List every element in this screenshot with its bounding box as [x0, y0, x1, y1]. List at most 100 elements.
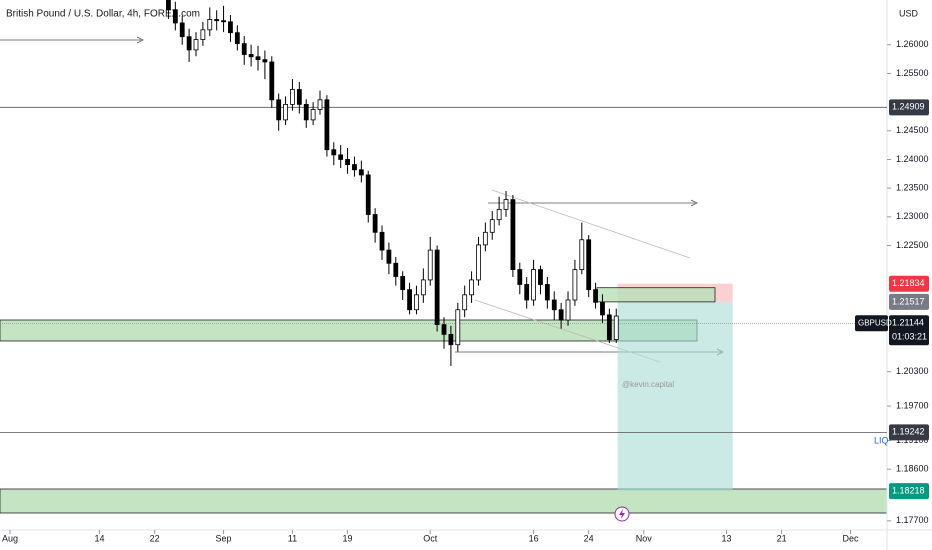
candle-body	[517, 269, 523, 285]
symbol-label: GBPUSD	[858, 318, 892, 327]
line-price-label-bg	[889, 424, 929, 441]
candle-body	[414, 294, 419, 311]
event-icon-bolt	[619, 509, 625, 519]
target-price-label-bg	[889, 483, 929, 500]
candle-body	[565, 299, 571, 321]
candle-body	[386, 249, 392, 264]
candle-body	[248, 54, 254, 58]
demand-zone	[0, 488, 888, 514]
candle-body	[241, 43, 247, 55]
entry-price-label-bg	[889, 293, 929, 310]
currency: USD	[899, 8, 919, 18]
candle-body	[462, 294, 468, 311]
candle-body	[186, 36, 192, 51]
candle-body	[358, 169, 364, 176]
x-tick-label: Aug	[2, 533, 18, 543]
candle-body	[476, 244, 481, 281]
chart-title: British Pound / U.S. Dollar, 4h, FOREX.c…	[6, 9, 200, 20]
y-tick-label: 1.24000	[896, 154, 929, 164]
x-tick-label: Dec	[842, 533, 859, 543]
candle-body	[317, 99, 323, 110]
candle-body	[234, 32, 240, 44]
candle-body	[338, 154, 344, 160]
supply-box	[596, 287, 716, 303]
candle-body	[538, 269, 543, 285]
arrow-head	[136, 36, 144, 44]
trend-line	[491, 189, 691, 259]
annotation: LIQ	[874, 436, 889, 446]
candle-body	[593, 289, 598, 303]
candle-body	[482, 231, 488, 246]
candle-body	[310, 109, 316, 121]
y-tick-label: 1.23000	[896, 211, 929, 221]
x-tick-label: 22	[150, 533, 160, 543]
candle-body	[496, 208, 502, 221]
y-tick-label: 1.26000	[896, 39, 929, 49]
candle-body	[613, 315, 619, 340]
candle-body	[166, 0, 171, 11]
y-tick-label: 1.24500	[896, 125, 929, 135]
candle-body	[365, 174, 371, 215]
candle-body	[372, 214, 378, 233]
arrow-head	[690, 199, 698, 207]
candle-body	[600, 301, 605, 316]
x-tick-label: 24	[584, 533, 594, 543]
candle-body	[503, 199, 509, 210]
candle-body	[558, 309, 564, 321]
y-tick-label: 1.19700	[896, 400, 929, 410]
x-tick-label: 19	[343, 533, 353, 543]
line-price-label: 1.24909	[892, 102, 925, 112]
candle-body	[455, 309, 461, 346]
y-tick-label: 1.17700	[896, 515, 929, 525]
candle-body	[434, 249, 440, 326]
line-price-label-bg	[889, 99, 929, 116]
drawings	[0, 36, 888, 514]
candle-body	[172, 9, 178, 24]
candle-body	[572, 269, 578, 301]
candle-body	[407, 289, 412, 311]
candle-body	[427, 249, 433, 281]
candle-body	[586, 239, 592, 291]
x-tick-label: 21	[777, 533, 787, 543]
y-tick-label: 1.22500	[896, 240, 929, 250]
candle-body	[393, 262, 399, 277]
x-tick-label: Sep	[216, 533, 232, 543]
x-tick-label: 13	[721, 533, 731, 543]
candle-body	[290, 89, 295, 105]
candle-body	[200, 29, 206, 40]
candle-body	[221, 20, 226, 23]
candle-body	[283, 103, 288, 121]
candle-body	[276, 99, 282, 121]
candle-body	[193, 39, 199, 51]
candle-body	[400, 276, 406, 291]
target-zone	[617, 301, 733, 492]
countdown: 01:03:21	[892, 332, 927, 342]
candle-body	[269, 61, 275, 101]
candle-body	[420, 279, 426, 296]
x-tick-label: Oct	[423, 533, 438, 543]
watermark: @kevin.capital	[622, 380, 674, 389]
candle-body	[544, 284, 550, 301]
candle-body	[345, 159, 350, 166]
line-price-label: 1.19242	[892, 427, 925, 437]
stop-price-label: 1.21834	[892, 278, 925, 288]
candle-body	[324, 99, 330, 151]
candle-body	[352, 164, 357, 171]
candle-body	[331, 149, 337, 156]
candle-body	[448, 334, 454, 346]
last-price-label: 1.21144	[892, 318, 924, 328]
candle-body	[262, 59, 268, 63]
candle-body	[179, 22, 185, 38]
candle-body	[489, 219, 495, 233]
y-tick-label: 1.25500	[896, 68, 929, 78]
candle-body	[228, 21, 233, 34]
x-tick-label: 14	[95, 533, 105, 543]
entry-price-label: 1.21517	[892, 296, 925, 306]
candle-body	[214, 19, 220, 22]
candle-body	[255, 56, 261, 61]
candle-body	[207, 19, 213, 31]
y-tick-label: 1.18600	[896, 464, 929, 474]
candle-body	[303, 103, 309, 121]
